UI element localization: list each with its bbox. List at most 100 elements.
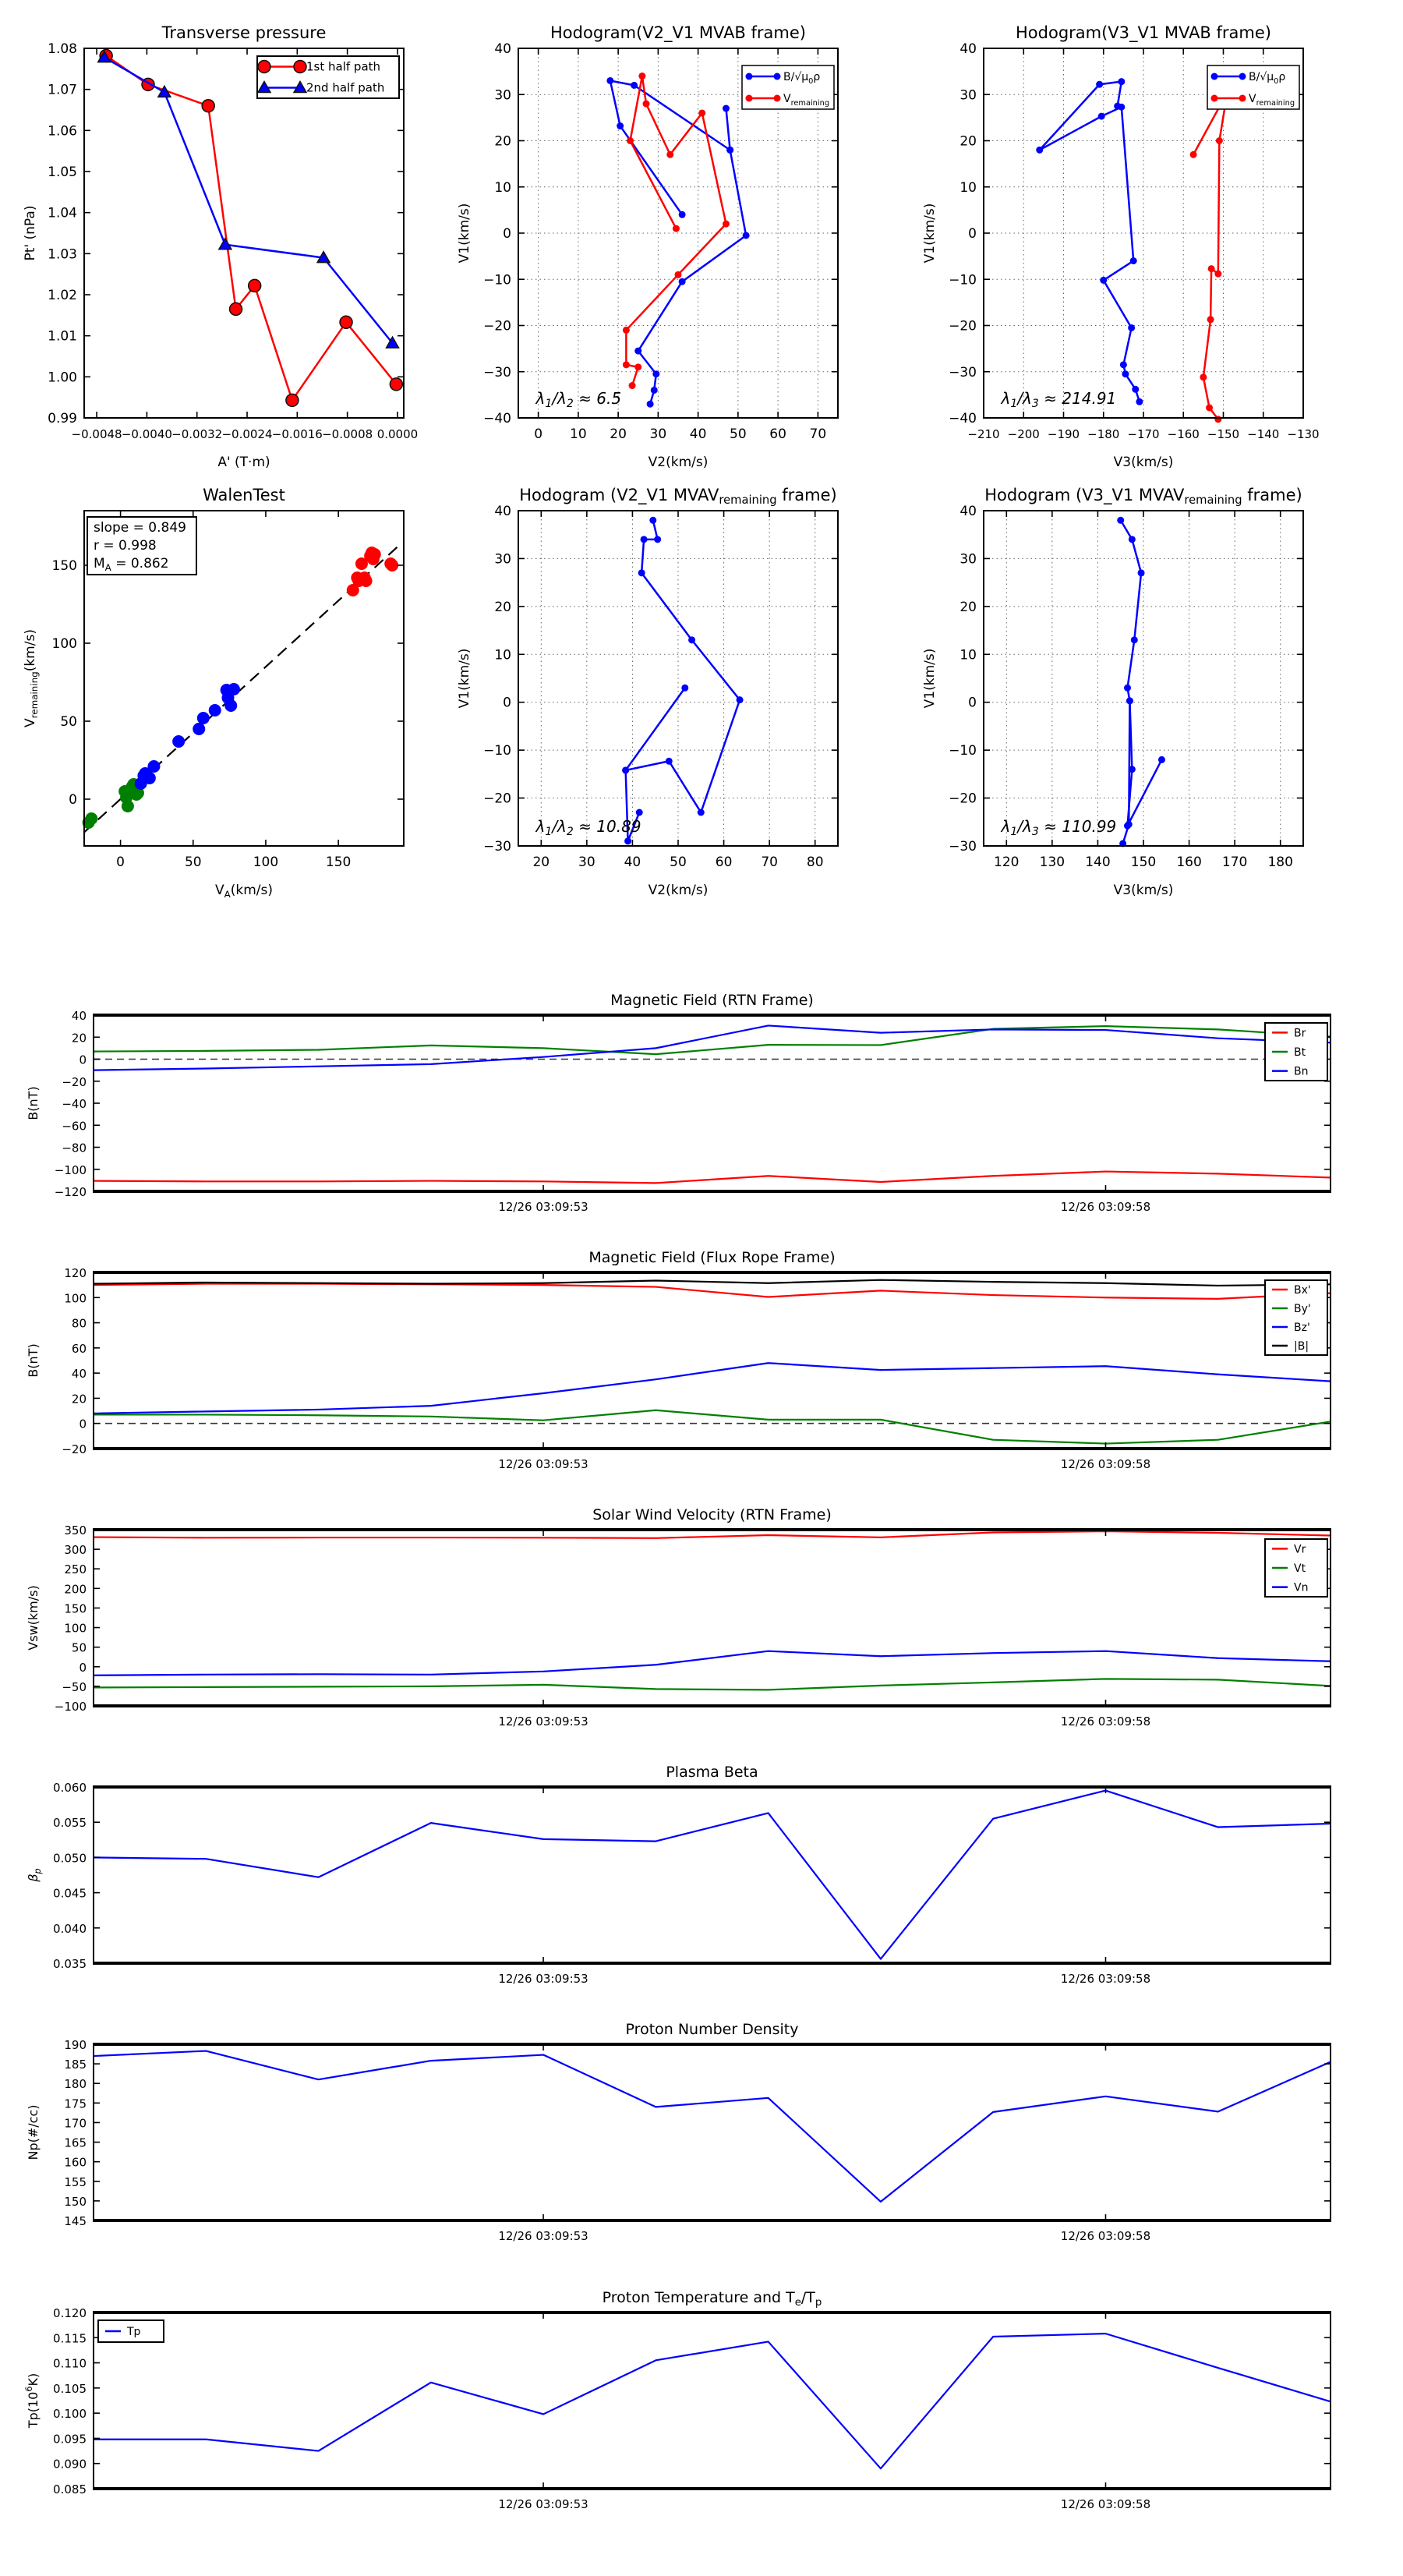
v-remaining-marker [628, 382, 636, 390]
v-remaining-marker [674, 271, 682, 278]
y-tick-label: 40 [72, 1367, 87, 1381]
legend-label: Vn [1294, 1582, 1308, 1594]
y-tick-label: 145 [64, 2214, 87, 2228]
b-over-sqrt-mu0rho-marker [1114, 102, 1122, 110]
hodogram-v3v1-mvav-xlabel: V3(km/s) [1114, 883, 1174, 898]
y-tick-label: −60 [62, 1119, 87, 1133]
first-half-path-line [105, 55, 398, 402]
b-over-sqrt-mu0rho-marker [1096, 80, 1104, 88]
axes-frame [93, 1014, 1331, 1192]
v-remaining-marker [622, 361, 630, 369]
stats-box [87, 516, 197, 575]
magnetic-field-flux-rope-title: Magnetic Field (Flux Rope Frame) [588, 1249, 835, 1266]
hodogram-v2v1-mvab-title: Hodogram(V2_V1 MVAB frame) [550, 23, 806, 43]
hodogram-v3v1-mvab-ylabel: V1(km/s) [922, 203, 938, 264]
inbound-points [121, 800, 134, 812]
v-remaining-marker [622, 326, 630, 334]
solar-wind-velocity-ylabel: Vsw(km/s) [26, 1585, 41, 1650]
x-tick-label: −180 [1087, 427, 1119, 441]
y-tick-label: 100 [64, 1291, 87, 1305]
b-over-sqrt-mu0rho-marker [1128, 324, 1136, 331]
v-trace-marker [638, 569, 645, 577]
x-tick-label: 12/26 03:09:58 [1061, 1200, 1150, 1214]
x-tick-label: 70 [810, 426, 827, 442]
y-tick-label: −10 [949, 743, 977, 759]
x-tick-label: 40 [624, 855, 641, 870]
y-tick-label: 0.105 [53, 2382, 87, 2396]
proton-number-density-ylabel: Np(#/cc) [26, 2105, 41, 2160]
y-tick-label: 40 [72, 1009, 87, 1023]
y-tick-label: 250 [64, 1562, 87, 1576]
x-tick-label: 80 [807, 855, 824, 870]
v-trace-marker [1124, 684, 1131, 692]
v-remaining-marker [1215, 137, 1223, 144]
y-tick-label: 20 [494, 600, 511, 615]
x-tick-label: −200 [1008, 427, 1040, 441]
v-remaining-marker [1207, 265, 1215, 273]
y-tick-label: 40 [959, 504, 977, 519]
y-tick-label: 30 [959, 551, 977, 567]
y-tick-label: −20 [483, 791, 511, 807]
v-remaining-marker [642, 100, 650, 108]
axes-frame [83, 48, 405, 419]
legend-label: 1st half path [306, 60, 380, 74]
x-tick-label: −190 [1048, 427, 1080, 441]
y-tick-label: 0 [69, 792, 77, 808]
y-tick-label: −10 [483, 272, 511, 288]
y-tick-label: 0.090 [53, 2457, 87, 2472]
second-half-path-marker [157, 84, 172, 98]
legend-marker [1239, 94, 1246, 102]
hodogram-v2v1-mvab-legend [741, 65, 835, 110]
y-tick-label: −30 [483, 365, 511, 380]
mid-points [208, 704, 221, 717]
y-tick-label: −40 [62, 1097, 87, 1111]
Bt-line [93, 1025, 1331, 1056]
second-half-path-marker [217, 237, 233, 250]
x-tick-label: −170 [1127, 427, 1159, 441]
v-remaining-marker [723, 220, 730, 228]
proton-temperature-ylabel: Tp(106K) [24, 2373, 41, 2429]
y-tick-label: 100 [64, 1622, 87, 1636]
legend-label: Br [1294, 1027, 1306, 1039]
x-tick-label: 0 [116, 855, 125, 870]
Bx-prime-line [93, 1283, 1331, 1300]
b-over-sqrt-mu0rho-marker [1100, 276, 1108, 284]
y-tick-label: −80 [62, 1141, 87, 1155]
mid-points [147, 760, 161, 773]
y-tick-label: 1.06 [48, 123, 77, 139]
x-tick-label: −0.0048 [72, 427, 122, 441]
hodogram-v2v1-mvav-annotation: λ1/λ2 ≈ 10.89 [535, 817, 641, 838]
mid-points [224, 699, 238, 712]
y-tick-label: 1.08 [48, 41, 77, 57]
outbound-points [359, 575, 373, 587]
hodogram-v3v1-mvav-annotation: λ1/λ3 ≈ 110.99 [1001, 817, 1117, 838]
second-half-path-marker [97, 50, 112, 63]
y-tick-label: 1.01 [48, 329, 77, 345]
walen-test-title: WalenTest [203, 486, 285, 504]
hodogram-v2v1-mvav-xlabel: V2(km/s) [648, 883, 709, 898]
y-tick-label: 165 [64, 2136, 87, 2150]
y-tick-label: −40 [483, 411, 511, 426]
y-tick-label: 30 [959, 87, 977, 103]
x-tick-label: 12/26 03:09:58 [1061, 2229, 1150, 2243]
y-tick-label: −100 [55, 1700, 87, 1714]
y-tick-label: 20 [72, 1031, 87, 1045]
y-tick-label: 0.99 [48, 411, 77, 426]
legend-marker [745, 94, 753, 102]
legend-label: B/√μ0ρ [1249, 71, 1285, 86]
x-tick-label: 0.0000 [377, 427, 419, 441]
legend-marker [257, 59, 271, 74]
x-tick-label: 50 [730, 426, 747, 442]
outbound-points [368, 548, 381, 561]
b-over-sqrt-mu0rho-line [609, 80, 731, 216]
outbound-points [386, 559, 399, 571]
y-tick-label: 10 [494, 180, 511, 196]
legend-label: Tp [126, 2326, 141, 2338]
mid-points [227, 683, 240, 695]
x-tick-label: 12/26 03:09:53 [498, 2497, 588, 2511]
y-tick-label: 10 [959, 647, 977, 663]
axes-frame [93, 1786, 1331, 1964]
b-over-sqrt-mu0rho-line [1038, 80, 1141, 402]
y-tick-label: −30 [949, 365, 977, 380]
second-half-path-marker [385, 335, 400, 349]
